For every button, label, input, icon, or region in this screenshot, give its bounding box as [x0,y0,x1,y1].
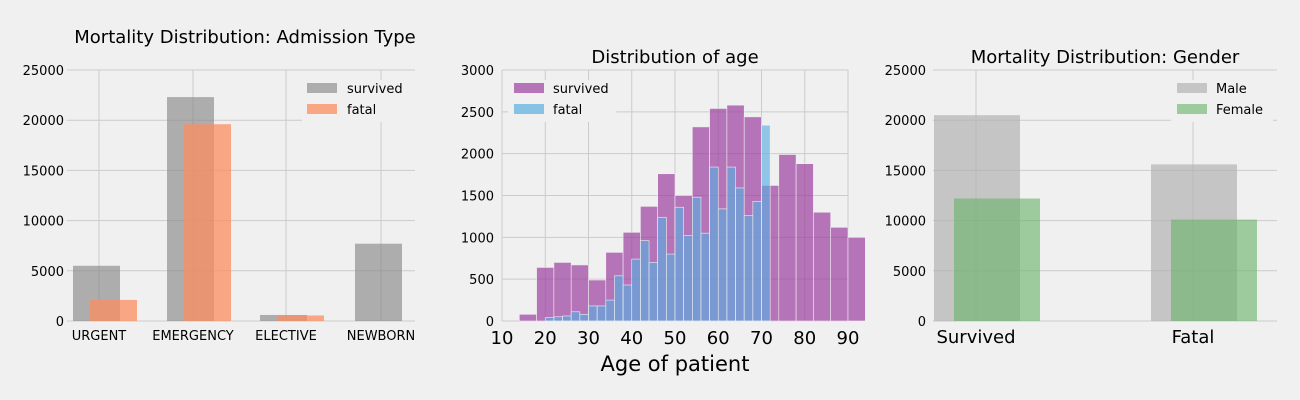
hist-bar-fatal [666,253,676,322]
age-ytick-label: 2500 [461,106,494,121]
hist-bar-fatal [570,311,581,322]
bar-survived-newborn [355,243,402,321]
hist-bar-fatal [622,284,633,322]
admission-xtick-label: URGENT [72,329,127,344]
admission-xtick-label: EMERGENCY [152,329,234,344]
hist-bar-survived [518,314,537,322]
age-xtick-label: 50 [664,328,687,349]
hist-bar-survived [536,267,555,322]
legend-swatch-female [1177,104,1207,114]
hist-bar-fatal [700,232,710,322]
hist-bar-fatal [553,316,563,322]
hist-bar-fatal [717,208,728,322]
age-ytick-label: 2000 [461,148,494,163]
age-ytick-label: 3000 [461,64,494,79]
gender-ytick-label: 5000 [893,265,926,280]
gender-ytick-label: 0 [918,315,926,330]
age-xtick-label: 40 [620,328,643,349]
gender-xtick-label: Fatal [1172,327,1215,348]
legend-label-female: Female [1216,103,1263,118]
gender-ytick-label: 15000 [885,164,926,179]
hist-bar-fatal [648,262,658,322]
legend-label-age-survived: survived [553,82,609,97]
gender-ytick-label: 20000 [885,114,926,129]
admission-type-chart: Mortality Distribution: Admission Type 0… [23,27,416,344]
age-xtick-label: 30 [577,328,600,349]
hist-bar-survived [830,226,849,322]
bar-fatal-urgent [90,299,137,321]
bar-female-fatal [1171,219,1257,321]
hist-bar-survived [778,154,797,322]
hist-bar-fatal [640,240,650,322]
age-xtick-label: 90 [837,328,860,349]
admission-ytick-label: 10000 [23,215,64,230]
admission-chart-title: Mortality Distribution: Admission Type [74,27,415,48]
legend-swatch-age-survived [514,83,544,93]
admission-ytick-label: 15000 [23,164,64,179]
hist-bar-fatal [752,201,762,322]
legend-label-survived: survived [347,82,403,97]
age-xtick-label: 10 [491,328,514,349]
admission-xtick-label: NEWBORN [347,329,415,344]
gender-legend: Male Female [1171,80,1273,122]
hist-bar-survived [847,237,866,322]
age-ytick-label: 500 [469,273,494,288]
admission-ytick-label: 5000 [31,265,64,280]
age-ytick-label: 1500 [461,190,494,205]
age-xtick-label: 20 [534,328,557,349]
legend-swatch-survived [307,83,337,93]
hist-bar-fatal [761,124,771,322]
gender-ytick-label: 25000 [885,64,926,79]
admission-ytick-label: 0 [56,315,64,330]
age-xtick-label: 80 [793,328,816,349]
legend-swatch-age-fatal [514,104,544,114]
legend-label-age-fatal: fatal [553,103,582,118]
hist-bar-fatal [562,315,572,322]
legend-swatch-male [1177,83,1207,93]
legend-label-male: Male [1216,82,1247,97]
hist-bar-fatal [743,215,754,322]
age-legend: survived fatal [508,80,616,122]
hist-bar-fatal [579,314,589,322]
age-ytick-label: 1000 [461,231,494,246]
age-xlabel: Age of patient [601,352,750,376]
bar-female-survived [954,198,1040,321]
hist-bar-fatal [588,305,598,322]
hist-bar-fatal [605,299,615,322]
hist-bar-fatal [691,196,702,322]
age-xtick-label: 70 [750,328,773,349]
hist-bar-fatal [631,258,641,322]
admission-ytick-label: 20000 [23,114,64,129]
hist-bar-fatal [709,166,719,322]
hist-bar-survived [553,262,572,322]
hist-bar-fatal [726,166,736,322]
hist-bar-fatal [614,275,624,322]
gender-chart-title: Mortality Distribution: Gender [971,47,1240,68]
hist-bar-fatal [674,206,684,322]
admission-legend: survived fatal [302,80,415,122]
gender-xtick-label: Survived [936,327,1015,348]
age-ytick-label: 0 [486,315,494,330]
age-chart-title: Distribution of age [591,47,758,68]
bar-fatal-emergency [184,124,231,321]
legend-label-fatal: fatal [347,103,376,118]
hist-bar-survived [813,211,832,322]
age-distribution-chart: Distribution of age 0 500 1000 1500 2000 2500… [461,47,866,376]
gender-chart: Mortality Distribution: Gender 0 5000 1000… [885,47,1277,348]
gender-ytick-label: 10000 [885,215,926,230]
legend-swatch-fatal [307,104,337,114]
hist-bar-fatal [657,216,667,322]
admission-ytick-label: 25000 [23,64,64,79]
age-xtick-label: 60 [707,328,730,349]
admission-xtick-label: ELECTIVE [255,329,317,344]
hist-bar-survived [795,163,814,322]
bar-fatal-elective [277,315,324,321]
hist-bar-fatal [683,235,693,322]
hist-bar-fatal [596,305,607,322]
hist-bar-fatal [544,317,555,322]
hist-bar-fatal [735,187,745,322]
